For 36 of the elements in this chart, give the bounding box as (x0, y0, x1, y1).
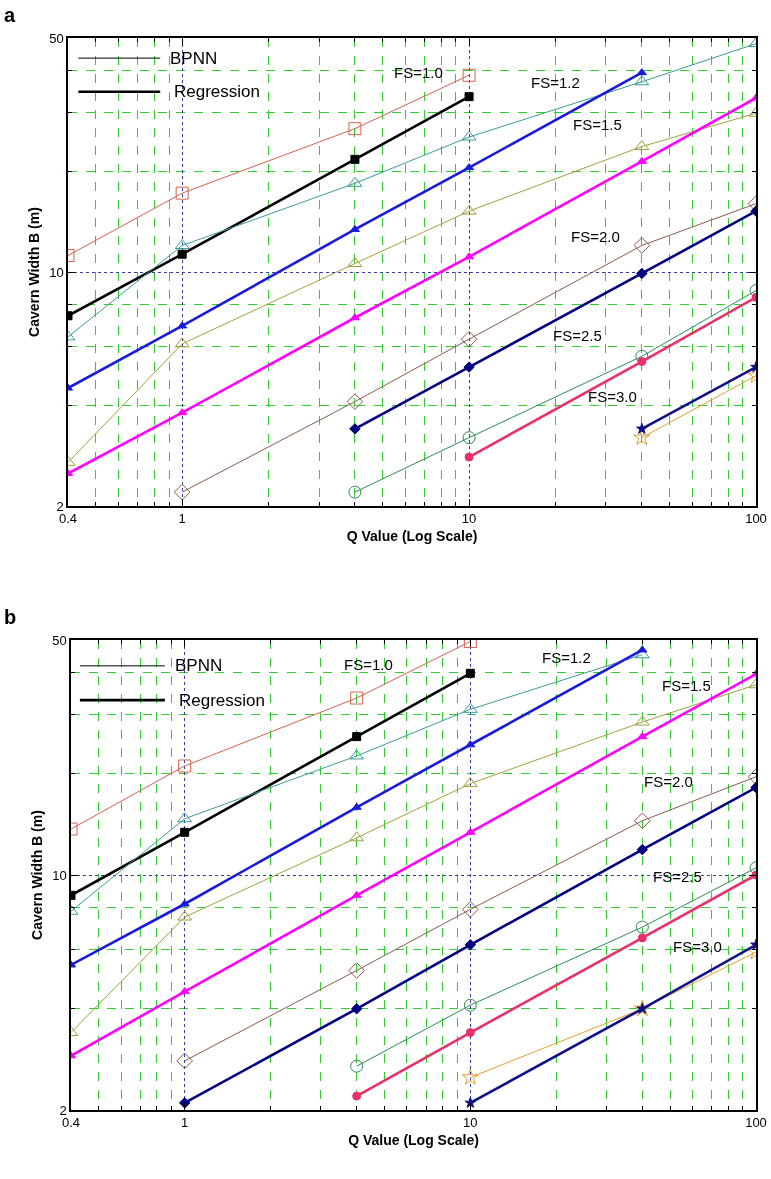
x-tick-label: 10 (461, 511, 477, 527)
x-tick-label: 0.4 (61, 1115, 81, 1131)
annotation: FS=1.5 (573, 116, 622, 133)
chart-title: a (4, 4, 16, 26)
annotation: Regression (179, 691, 265, 710)
y-axis-title: Cavern Width B (m) (29, 810, 46, 940)
x-axis-title: Q Value (Log Scale) (346, 528, 478, 545)
annotation: FS=3.0 (588, 388, 637, 405)
y-tick-label: 10 (52, 867, 67, 883)
annotation: FS=3.0 (673, 938, 722, 955)
annotation: Regression (174, 82, 260, 101)
y-tick-label: 10 (49, 264, 64, 280)
x-tick-label: 1 (181, 1115, 189, 1131)
y-axis-title: Cavern Width B (m) (26, 207, 43, 337)
y-tick-label: 50 (49, 30, 64, 46)
annotation: FS=1.0 (394, 64, 443, 81)
annotation: FS=2.0 (571, 228, 620, 245)
annotation: FS=1.5 (662, 677, 711, 694)
x-tick-label: 0.4 (58, 511, 78, 527)
annotation: FS=1.0 (344, 656, 393, 673)
x-tick-label: 100 (745, 511, 767, 527)
chart-title: b (4, 606, 17, 628)
y-tick-label: 2 (59, 1102, 67, 1118)
annotation: BPNN (170, 49, 218, 68)
annotation: BPNN (175, 656, 223, 675)
annotation: FS=1.2 (542, 649, 591, 666)
x-tick-label: 100 (745, 1115, 767, 1131)
annotation: FS=1.2 (531, 74, 580, 91)
annotation: FS=2.0 (644, 773, 693, 790)
annotation: FS=2.5 (553, 327, 602, 344)
y-tick-label: 50 (52, 632, 67, 648)
x-tick-label: 10 (463, 1115, 478, 1131)
annotation: FS=2.5 (653, 868, 702, 885)
y-tick-label: 2 (56, 498, 64, 514)
x-axis-title: Q Value (Log Scale) (348, 1132, 479, 1149)
x-tick-label: 1 (178, 511, 186, 527)
